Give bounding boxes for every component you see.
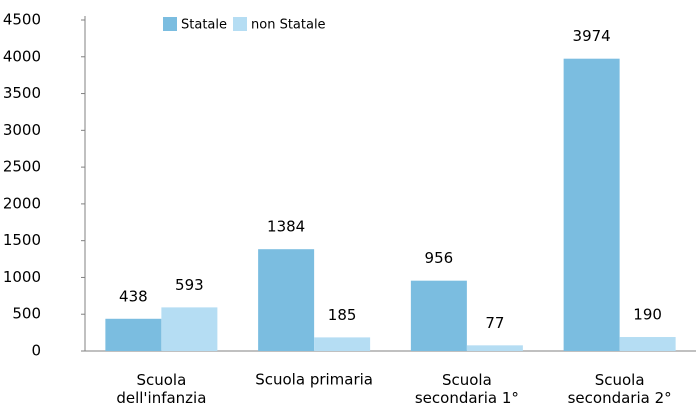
value-label: 956	[425, 249, 454, 267]
bar	[619, 337, 676, 351]
legend-label: non Statale	[251, 18, 326, 33]
bar	[563, 58, 620, 352]
y-tick-label: 1500	[3, 231, 41, 249]
legend-swatch	[233, 17, 247, 31]
y-tick-label: 4500	[3, 11, 41, 29]
x-tick-label: Scuola primaria	[255, 371, 373, 389]
value-label: 185	[328, 306, 357, 324]
y-tick-label: 4000	[3, 47, 41, 65]
y-tick-label: 500	[12, 305, 41, 323]
y-tick-label: 3000	[3, 121, 41, 139]
value-label: 190	[633, 306, 662, 324]
value-label: 1384	[267, 218, 305, 236]
bar	[258, 249, 315, 351]
x-tick-label: Scuola secondaria 1°	[415, 371, 519, 406]
x-tick-label: Scuola dell'infanzia	[116, 371, 206, 406]
bar	[161, 307, 218, 351]
bar	[466, 345, 523, 351]
legend-swatch	[163, 17, 177, 31]
value-label: 3974	[573, 27, 611, 45]
y-tick-label: 0	[31, 342, 41, 360]
y-tick-label: 2000	[3, 194, 41, 212]
legend-label: Statale	[181, 18, 227, 33]
value-label: 77	[485, 314, 504, 332]
value-label: 593	[175, 276, 204, 294]
bar	[410, 280, 467, 351]
y-tick-label: 2500	[3, 158, 41, 176]
y-tick-label: 1000	[3, 268, 41, 286]
x-tick-label: Scuola secondaria 2°	[568, 371, 672, 406]
bar	[105, 318, 162, 351]
y-tick-label: 3500	[3, 84, 41, 102]
value-label: 438	[119, 287, 148, 305]
bar	[314, 337, 371, 351]
